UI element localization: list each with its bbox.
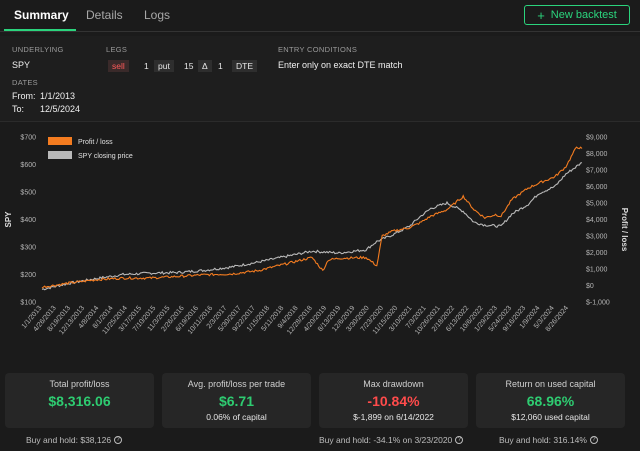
card-max-drawdown: Max drawdown -10.84% $-1,899 on 6/14/202…: [319, 373, 468, 428]
entry-conditions-label: ENTRY CONDITIONS: [278, 45, 358, 54]
y-right-tick: $5,000: [586, 201, 608, 208]
y-left-tick: $600: [20, 162, 36, 169]
performance-chart: $100 $200 $300 $400 $500 $600 $700 $-1,000 $0 $1,…: [0, 125, 640, 365]
y-right-tick: $4,000: [586, 217, 608, 224]
legs-label: LEGS: [106, 45, 128, 54]
y-right-axis-title: Profit / loss: [620, 208, 629, 252]
to-label: To:: [12, 104, 25, 114]
leg-qty: 1: [144, 61, 149, 71]
y-left-axis-title: SPY: [4, 211, 13, 228]
y-left-tick: $100: [20, 300, 36, 307]
y-right-tick: $6,000: [586, 184, 608, 191]
help-icon[interactable]: ?: [114, 436, 123, 444]
card-title: Avg. profit/loss per trade: [187, 379, 286, 389]
help-icon[interactable]: ?: [589, 436, 598, 444]
y-right-tick: $3,000: [586, 234, 608, 241]
card-subtitle: $12,060 used capital: [511, 412, 590, 422]
card-title: Total profit/loss: [49, 379, 110, 389]
card-value: $6.71: [218, 393, 255, 409]
card-subtitle: $-1,899 on 6/14/2022: [353, 412, 434, 422]
tab-logs[interactable]: Logs: [144, 8, 171, 22]
leg-delta-value: 1: [218, 61, 223, 71]
active-tab-indicator: [4, 29, 76, 31]
underlying-label: UNDERLYING: [12, 45, 64, 54]
card-return-capital: Return on used capital 68.96% $12,060 us…: [476, 373, 625, 428]
y-left-tick: $300: [20, 245, 36, 252]
new-backtest-label: New backtest: [550, 9, 617, 21]
to-date: 12/5/2024: [40, 104, 81, 114]
y-right-tick: $2,000: [586, 250, 608, 257]
y-right-tick: $1,000: [586, 267, 608, 274]
card-title: Return on used capital: [505, 379, 596, 389]
leg-dte-value: 15: [184, 61, 194, 71]
series-line-profit-loss: [41, 146, 583, 289]
y-right-tick: $0: [586, 283, 594, 290]
buy-hold-total: Buy and hold: $38,126 ?: [26, 435, 123, 445]
dates-label: DATES: [12, 78, 38, 87]
card-title: Max drawdown: [363, 379, 424, 389]
chart-canvas: $100 $200 $300 $400 $500 $600 $700 $-1,000 $0 $1,…: [4, 135, 629, 337]
buy-hold-return: Buy and hold: 316.14% ?: [499, 435, 598, 445]
card-subtitle: 0.06% of capital: [206, 412, 267, 422]
entry-conditions-value: Enter only on exact DTE match: [278, 60, 403, 70]
leg-side: sell: [108, 60, 129, 72]
y-right-tick: $8,000: [586, 151, 608, 158]
y-left-tick: $700: [20, 135, 36, 142]
card-value: -10.84%: [367, 393, 420, 409]
y-right-tick: $9,000: [586, 135, 608, 142]
y-left-tick: $500: [20, 190, 36, 197]
buy-hold-text: Buy and hold: $38,126: [26, 435, 112, 445]
new-backtest-button[interactable]: + New backtest: [524, 5, 630, 25]
tab-bar: Summary Details Logs + New backtest: [0, 0, 640, 32]
tab-summary[interactable]: Summary: [14, 8, 69, 22]
y-right-tick: $7,000: [586, 168, 608, 175]
series-line-spy: [41, 162, 583, 291]
from-label: From:: [12, 91, 36, 101]
legend-label-spy: SPY closing price: [78, 153, 133, 160]
card-value: 68.96%: [526, 393, 575, 409]
card-avg-profit: Avg. profit/loss per trade $6.71 0.06% o…: [162, 373, 311, 428]
leg-type: put: [154, 60, 174, 72]
buy-hold-text: Buy and hold: 316.14%: [499, 435, 587, 445]
underlying-value: SPY: [12, 60, 31, 70]
y-left-tick: $200: [20, 272, 36, 279]
help-icon[interactable]: ?: [455, 436, 464, 444]
legend-label-profit-loss: Profit / loss: [78, 139, 113, 146]
y-left-tick: $400: [20, 217, 36, 224]
leg-delta-symbol: Δ: [198, 60, 212, 72]
legend-swatch-spy: [48, 151, 72, 159]
from-date: 1/1/2013: [40, 91, 76, 101]
card-total-profit: Total profit/loss $8,316.06: [5, 373, 154, 428]
buy-hold-text: Buy and hold: -34.1% on 3/23/2020: [319, 435, 453, 445]
buy-hold-drawdown: Buy and hold: -34.1% on 3/23/2020 ?: [319, 435, 464, 445]
leg-dte-label: DTE: [232, 60, 257, 72]
tab-details[interactable]: Details: [86, 8, 123, 22]
card-value: $8,316.06: [48, 393, 111, 409]
backtest-parameters: UNDERLYING SPY LEGS sell 1 put 15 Δ 1 DT…: [0, 36, 640, 122]
legend-swatch-profit-loss: [48, 137, 72, 145]
y-right-tick: $-1,000: [586, 300, 610, 307]
plus-icon: +: [537, 7, 545, 23]
